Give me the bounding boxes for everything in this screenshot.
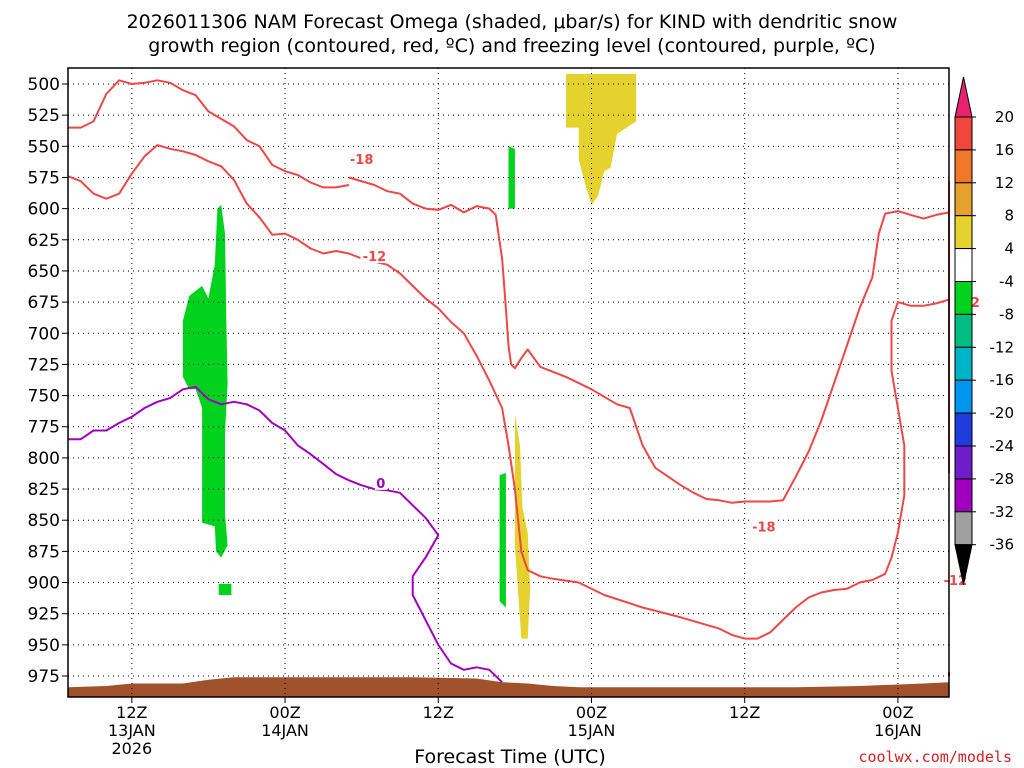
contour-label-bg-0	[347, 150, 376, 166]
y-axis: 500 525 550 575 600 625 650 675 700 725 750 775 800 8…	[28, 75, 68, 687]
y-tick-label-675: 675	[28, 293, 60, 313]
y-tick-label-825: 825	[28, 480, 60, 500]
colorbar-label-10: -24	[990, 437, 1015, 455]
y-tick-label-600: 600	[28, 200, 60, 220]
omega-region-2	[508, 146, 515, 209]
y-tick-label-700: 700	[28, 324, 60, 344]
y-tick-label-625: 625	[28, 231, 60, 251]
omega-region-0	[182, 204, 228, 558]
colorbar-label-11: -28	[990, 470, 1015, 488]
colorbar-swatch-1	[954, 116, 973, 151]
chart-title: 2026011306 NAM Forecast Omega (shaded, μ…	[127, 11, 898, 57]
colorbar-swatch-13	[954, 511, 973, 546]
x-tick-label-4-0: 12Z	[729, 703, 760, 722]
colorbar-top-arrow	[954, 76, 973, 118]
colorbar-swatch-5	[954, 248, 973, 283]
colorbar-bottom-arrow	[954, 544, 973, 585]
y-tick-label-975: 975	[28, 667, 60, 687]
contour-label-6: 0	[376, 477, 385, 492]
x-tick-label-1-0: 00Z	[269, 703, 300, 722]
colorbar-label-0: 20	[995, 108, 1014, 126]
contour-label-0: -18	[350, 153, 374, 168]
contour-label-2: -18	[752, 520, 776, 535]
colorbar-swatch-6	[954, 281, 973, 315]
colorbar-swatch-8	[954, 346, 973, 381]
colorbar-label-9: -20	[990, 404, 1015, 422]
colorbar-label-1: 16	[995, 141, 1014, 159]
omega-region-3	[499, 472, 506, 608]
contour-label-bg-1	[360, 247, 389, 263]
y-tick-label-850: 850	[28, 511, 60, 531]
y-tick-label-950: 950	[28, 636, 60, 656]
contour-label-bg-6	[374, 474, 387, 490]
colorbar-swatch-3	[954, 182, 973, 217]
contour-dgz_-18_upper	[68, 79, 350, 189]
x-tick-label-2-0: 12Z	[423, 703, 454, 722]
y-tick-label-650: 650	[28, 262, 60, 282]
contour-freezing_level_0	[68, 385, 503, 683]
colorbar-label-2: 12	[995, 174, 1014, 192]
colorbar-swatch-7	[954, 313, 973, 348]
x-tick-label-5-1: 16JAN	[874, 721, 922, 740]
colorbar-label-4: 4	[1004, 240, 1014, 258]
colorbar-swatch-11	[954, 445, 973, 480]
x-axis-title: Forecast Time (UTC)	[414, 746, 605, 768]
omega-shading-layer	[182, 74, 637, 639]
x-tick-label-0-2: 2026	[111, 739, 152, 758]
colorbar: 20 16 12 8 4 -4 -8 -12 -16 -20 -24 -28 -32 -36	[954, 76, 1015, 585]
title-line-2: growth region (contoured, red, ºC) and f…	[148, 35, 875, 57]
y-tick-label-900: 900	[28, 574, 60, 594]
omega-region-5	[566, 74, 637, 205]
colorbar-label-8: -16	[990, 371, 1015, 389]
x-tick-label-1-1: 14JAN	[261, 721, 309, 740]
plot-frame	[67, 67, 950, 698]
colorbar-swatch-10	[954, 412, 973, 447]
x-tick-label-3-1: 15JAN	[568, 721, 616, 740]
y-tick-label-800: 800	[28, 449, 60, 469]
x-tick-label-5-0: 00Z	[882, 703, 913, 722]
terrain-layer	[68, 677, 949, 697]
y-tick-label-500: 500	[28, 75, 60, 95]
title-line-1: 2026011306 NAM Forecast Omega (shaded, μ…	[127, 11, 898, 33]
y-tick-label-925: 925	[28, 605, 60, 625]
colorbar-label-13: -36	[990, 536, 1015, 554]
contour-label-bg-2	[749, 518, 778, 534]
y-tick-label-575: 575	[28, 168, 60, 188]
y-tick-label-550: 550	[28, 137, 60, 157]
contour-label-1: -12	[363, 250, 387, 265]
contour-label-layer: -18-12-18-12-18-120	[347, 150, 983, 589]
x-tick-label-0-0: 12Z	[116, 703, 147, 722]
terrain-fill	[68, 677, 949, 697]
credit-text: coolwx.com/models	[858, 748, 1012, 766]
colorbar-swatch-2	[954, 149, 973, 184]
y-tick-label-525: 525	[28, 106, 60, 126]
omega-region-1	[218, 583, 232, 595]
colorbar-swatch-4	[954, 215, 973, 250]
y-tick-label-875: 875	[28, 542, 60, 562]
x-tick-label-3-0: 00Z	[576, 703, 607, 722]
colorbar-label-5: -4	[999, 273, 1014, 291]
colorbar-swatch-9	[954, 379, 973, 414]
contour-dgz_-18_mid	[348, 176, 950, 504]
colorbar-label-6: -8	[999, 305, 1014, 323]
colorbar-swatch-12	[954, 478, 973, 513]
omega-region-4	[514, 414, 531, 639]
y-tick-label-775: 775	[28, 418, 60, 438]
colorbar-label-12: -32	[990, 503, 1015, 521]
colorbar-label-3: 8	[1004, 207, 1014, 225]
y-tick-label-750: 750	[28, 387, 60, 407]
colorbar-label-7: -12	[990, 338, 1015, 356]
x-tick-label-0-1: 13JAN	[108, 721, 156, 740]
y-tick-label-725: 725	[28, 355, 60, 375]
